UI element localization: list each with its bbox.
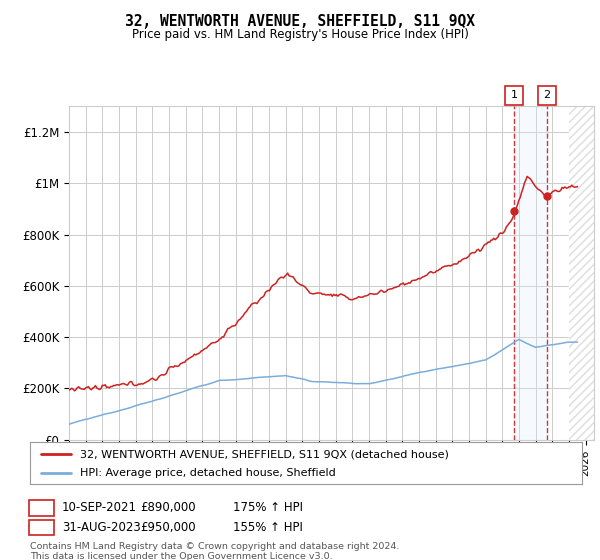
Text: 2: 2	[37, 521, 46, 534]
Text: £950,000: £950,000	[140, 521, 196, 534]
Text: 32, WENTWORTH AVENUE, SHEFFIELD, S11 9QX (detached house): 32, WENTWORTH AVENUE, SHEFFIELD, S11 9QX…	[80, 449, 449, 459]
Text: HPI: Average price, detached house, Sheffield: HPI: Average price, detached house, Shef…	[80, 468, 335, 478]
Bar	[569, 106, 594, 440]
Bar	[569, 106, 594, 440]
Text: Contains HM Land Registry data © Crown copyright and database right 2024.
This d: Contains HM Land Registry data © Crown c…	[30, 542, 400, 560]
Text: 32, WENTWORTH AVENUE, SHEFFIELD, S11 9QX: 32, WENTWORTH AVENUE, SHEFFIELD, S11 9QX	[125, 14, 475, 29]
Bar	[514, 106, 547, 440]
Text: 2: 2	[543, 90, 550, 100]
Text: 1: 1	[511, 90, 518, 100]
Text: Price paid vs. HM Land Registry's House Price Index (HPI): Price paid vs. HM Land Registry's House …	[131, 28, 469, 41]
Text: 31-AUG-2023: 31-AUG-2023	[62, 521, 140, 534]
Text: 10-SEP-2021: 10-SEP-2021	[62, 501, 137, 515]
Text: 175% ↑ HPI: 175% ↑ HPI	[233, 501, 303, 515]
Text: 1: 1	[37, 501, 46, 515]
Text: £890,000: £890,000	[140, 501, 196, 515]
Text: 155% ↑ HPI: 155% ↑ HPI	[233, 521, 302, 534]
